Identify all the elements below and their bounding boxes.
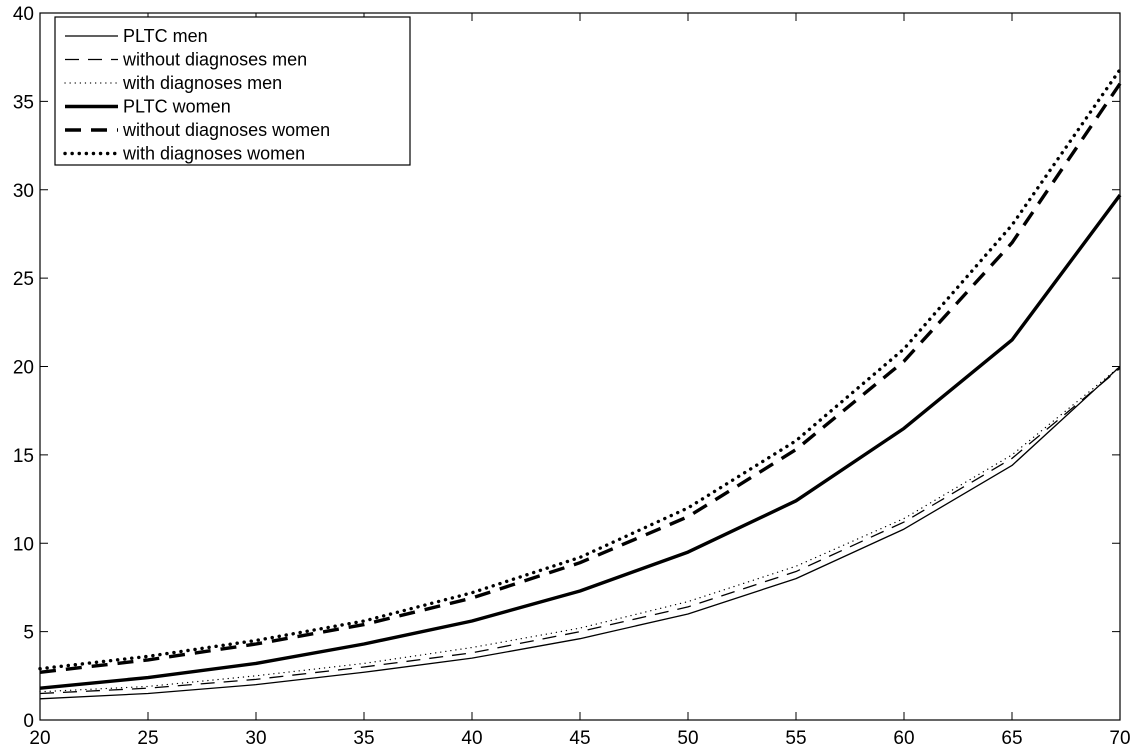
- y-tick-label: 15: [13, 446, 34, 467]
- legend-label: with diagnoses men: [122, 73, 282, 93]
- x-tick-label: 55: [785, 728, 806, 749]
- x-tick-label: 30: [245, 728, 266, 749]
- series-line-1: [39, 366, 1121, 700]
- x-tick-label: 50: [677, 728, 698, 749]
- y-tick-label: 30: [13, 181, 34, 202]
- series-line-6: [38, 67, 1122, 671]
- legend-label: without diagnoses men: [122, 50, 307, 70]
- y-tick-label: 0: [23, 711, 34, 732]
- x-tick-label: 25: [137, 728, 158, 749]
- x-tick-label: 65: [1001, 728, 1022, 749]
- x-tick-label: 45: [569, 728, 590, 749]
- x-tick-label: 70: [1109, 728, 1130, 749]
- y-tick-label: 25: [13, 269, 34, 290]
- y-tick-label: 20: [13, 358, 34, 379]
- series-lines: [38, 67, 1122, 700]
- legend-label: without diagnoses women: [122, 120, 330, 140]
- legend-label: PLTC women: [123, 97, 231, 117]
- x-tick-label: 40: [461, 728, 482, 749]
- legend: PLTC men without diagnoses men with diagno…: [54, 16, 411, 166]
- x-tick-label: 20: [29, 728, 50, 749]
- legend-label: PLTC men: [123, 26, 208, 46]
- axis-ticks: 20 25 30 35 40 45 50 55 60 65 70 0 5 10 15 20 25 30 35 40: [13, 4, 1131, 749]
- legend-box: [54, 16, 411, 166]
- y-tick-label: 35: [13, 92, 34, 113]
- series-line-5: [39, 82, 1122, 674]
- series-line-2: [39, 367, 1121, 695]
- y-tick-label: 10: [13, 534, 34, 555]
- series-line-4: [39, 194, 1122, 690]
- y-tick-label: 40: [13, 4, 34, 25]
- legend-label: with diagnoses women: [122, 144, 305, 164]
- x-tick-label: 35: [353, 728, 374, 749]
- x-tick-label: 60: [893, 728, 914, 749]
- y-tick-label: 5: [23, 623, 34, 644]
